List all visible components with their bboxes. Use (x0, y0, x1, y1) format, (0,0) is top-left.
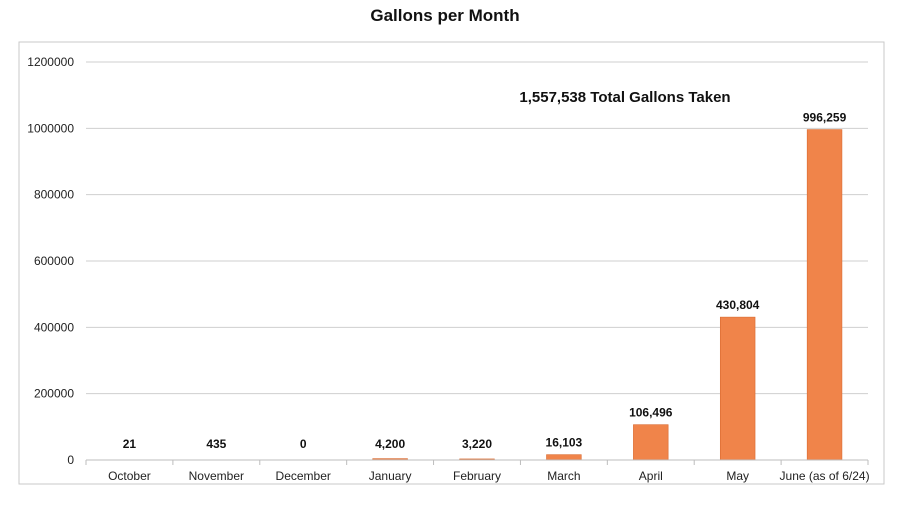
chart-title: Gallons per Month (370, 6, 520, 25)
data-label: 996,259 (803, 111, 847, 125)
bar (546, 454, 582, 461)
data-label: 106,496 (629, 406, 673, 420)
chart-frame (18, 41, 885, 485)
y-tick-label: 600000 (34, 254, 74, 268)
data-label: 3,220 (462, 437, 492, 451)
x-tick-label: November (189, 469, 244, 483)
y-tick-label: 1000000 (27, 121, 74, 135)
x-tick-label: April (639, 469, 663, 483)
y-tick-label: 400000 (34, 320, 74, 334)
bar (719, 316, 756, 461)
x-tick-label: October (108, 469, 151, 483)
total-annotation: 1,557,538 Total Gallons Taken (519, 89, 730, 106)
y-tick-label: 1200000 (27, 55, 74, 69)
data-label: 4,200 (375, 437, 405, 451)
x-tick-label: June (as of 6/24) (780, 469, 870, 483)
x-tick-label: January (369, 469, 412, 483)
data-label: 430,804 (716, 298, 760, 312)
y-tick-label: 0 (67, 453, 74, 467)
x-tick-label: March (547, 469, 580, 483)
y-tick-label: 200000 (34, 387, 74, 401)
y-tick-label: 800000 (34, 188, 74, 202)
bars (111, 129, 843, 461)
x-axis: October November December January February Ma… (85, 459, 870, 483)
x-tick-label: February (453, 469, 501, 483)
data-label: 435 (206, 437, 226, 451)
data-label: 0 (300, 437, 307, 451)
data-label: 16,103 (546, 436, 583, 450)
data-label: 21 (123, 437, 137, 451)
bar (806, 129, 843, 461)
x-tick-label: May (726, 469, 749, 483)
bar (633, 424, 669, 461)
y-axis: 0 200000 400000 600000 800000 1000000 1200000 (27, 55, 74, 467)
x-tick-label: December (276, 469, 331, 483)
value-labels: 21 435 0 4,200 3,220 16,103 106,496 430,804 996,… (123, 111, 847, 451)
